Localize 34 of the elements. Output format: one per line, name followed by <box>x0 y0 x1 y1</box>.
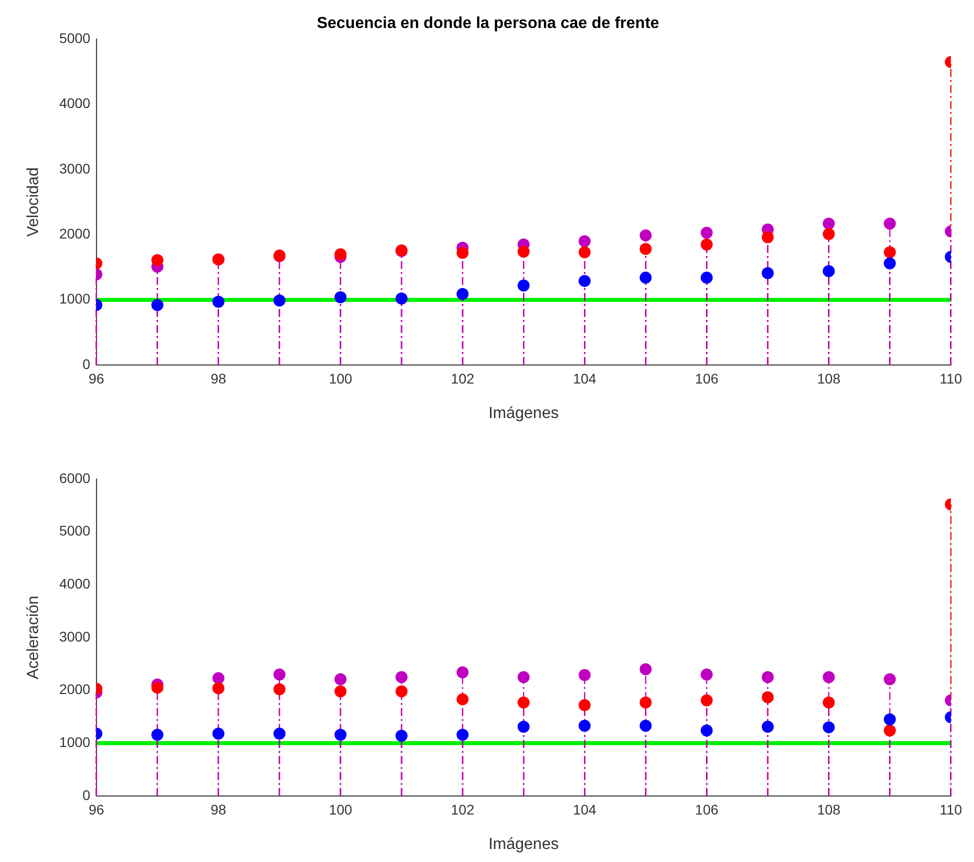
x-tick-label: 98 <box>210 370 226 386</box>
y-tick-label: 0 <box>82 356 91 372</box>
y-tick-label: 2000 <box>59 226 91 242</box>
x-tick-label: 98 <box>210 801 226 818</box>
y-tick-label: 3000 <box>59 628 91 644</box>
y-tick-label: 1000 <box>59 290 91 307</box>
x-tick-label: 96 <box>88 370 104 386</box>
y-tick-label: 6000 <box>59 470 91 486</box>
y-tick-label: 4000 <box>59 95 91 112</box>
x-tick-label: 110 <box>940 801 962 818</box>
x-tick-label: 108 <box>817 370 841 386</box>
y-tick-label: 2000 <box>59 681 91 698</box>
x-tick-label: 108 <box>817 801 841 818</box>
y-axis-title: Aceleración <box>25 596 42 680</box>
y-tick-label: 5000 <box>59 522 91 539</box>
y-tick-label: 4000 <box>59 576 91 592</box>
x-tick-label: 106 <box>695 801 719 818</box>
x-tick-label: 100 <box>328 370 352 386</box>
x-tick-label: 104 <box>572 370 597 386</box>
x-tick-label: 110 <box>940 370 962 386</box>
x-axis-title: Imágenes <box>488 404 559 422</box>
x-axis-title: Imágenes <box>488 836 559 853</box>
x-tick-label: 96 <box>88 801 104 818</box>
x-tick-label: 100 <box>328 801 352 818</box>
x-tick-label: 102 <box>450 801 474 818</box>
y-axis-title: Velocidad <box>25 167 42 237</box>
chart-title: Secuencia en donde la persona cae de frente <box>316 15 660 32</box>
x-tick-label: 104 <box>572 801 597 818</box>
x-tick-label: 106 <box>695 370 719 386</box>
y-tick-label: 5000 <box>59 30 91 46</box>
y-tick-label: 0 <box>82 786 91 803</box>
y-tick-label: 3000 <box>59 160 91 176</box>
x-tick-label: 102 <box>450 370 474 386</box>
y-tick-label: 1000 <box>59 734 91 750</box>
